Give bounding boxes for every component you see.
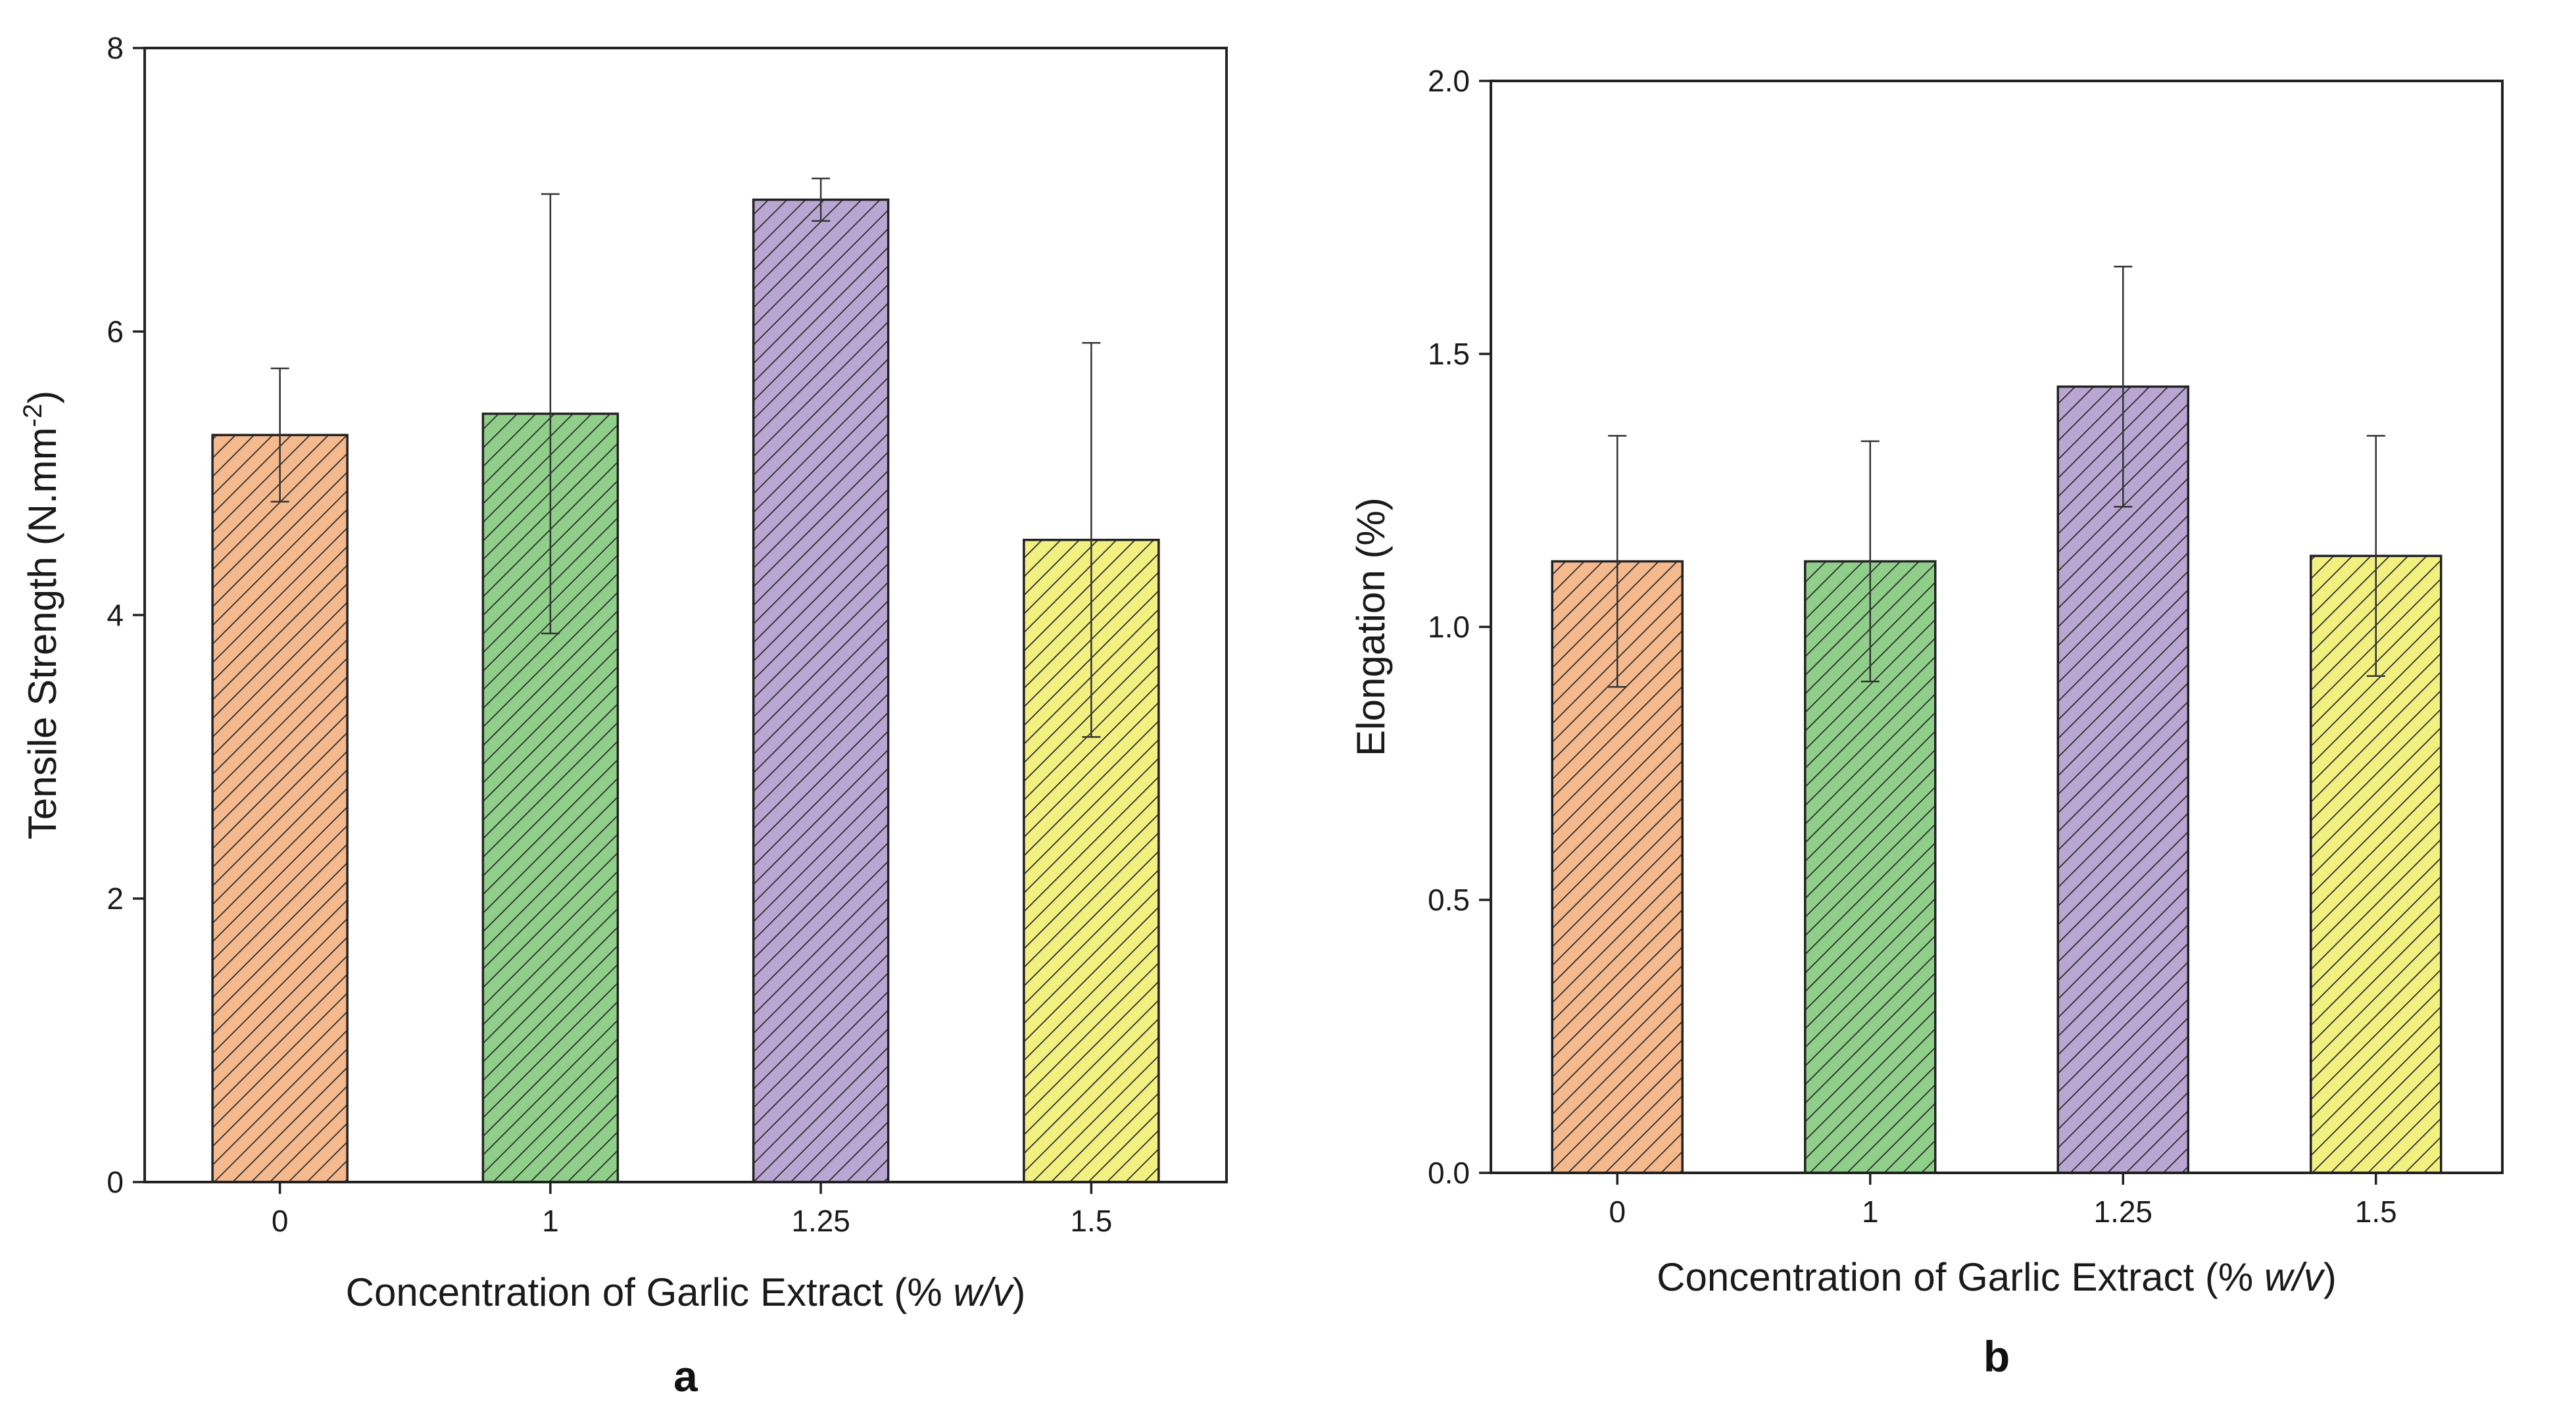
y-tick-label-a-0: 0 — [107, 1165, 124, 1199]
x-tick-label-a-2: 1.25 — [791, 1204, 850, 1238]
bars-a — [211, 198, 1160, 1183]
bar-hatch-a-2 — [753, 199, 888, 1183]
chart-panel-a: 0 2 4 6 8 0 1 1.25 1.5 Tensile Strength (N.mm-2… — [18, 31, 1228, 1400]
bars-b — [1551, 385, 2442, 1174]
y-ticks-b: 0.0 0.5 1.0 1.5 2.0 — [1428, 64, 1491, 1190]
y-tick-label-b-3: 1.5 — [1428, 337, 1470, 371]
x-tick-label-b-3: 1.5 — [2355, 1195, 2397, 1229]
y-tick-label-b-1: 0.5 — [1428, 883, 1470, 917]
y-tick-label-a-3: 6 — [107, 314, 124, 349]
x-tick-label-b-2: 1.25 — [2093, 1195, 2152, 1229]
y-tick-label-a-4: 8 — [107, 31, 124, 65]
y-tick-label-b-2: 1.0 — [1428, 610, 1470, 644]
y-tick-label-a-2: 4 — [107, 598, 124, 632]
y-tick-label-b-4: 2.0 — [1428, 64, 1470, 98]
x-tick-label-a-3: 1.5 — [1070, 1204, 1112, 1238]
chart-panel-b: 0.0 0.5 1.0 1.5 2.0 0 1 1.25 1.5 Elongation (%)… — [1349, 64, 2504, 1381]
x-tick-label-a-0: 0 — [272, 1204, 289, 1238]
errorbars-a — [270, 178, 1101, 738]
errorbars-b — [1608, 265, 2385, 688]
x-tick-label-a-1: 1 — [542, 1204, 559, 1238]
x-ticks-a: 0 1 1.25 1.5 — [272, 1182, 1112, 1238]
y-tick-label-a-1: 2 — [107, 881, 124, 916]
bar-hatch-b-2 — [2058, 386, 2189, 1173]
x-tick-label-b-0: 0 — [1609, 1195, 1626, 1229]
y-ticks-a: 0 2 4 6 8 — [107, 31, 145, 1199]
y-axis-title-a: Tensile Strength (N.mm-2) — [18, 391, 64, 839]
x-axis-title-b: Concentration of Garlic Extract (% w/v) — [1657, 1255, 2337, 1299]
panel-label-b: b — [1983, 1332, 2010, 1381]
x-ticks-b: 0 1 1.25 1.5 — [1609, 1173, 2397, 1229]
panel-label-a: a — [673, 1352, 698, 1400]
x-tick-label-b-1: 1 — [1862, 1195, 1879, 1229]
y-tick-label-b-0: 0.0 — [1428, 1156, 1470, 1190]
y-axis-title-b: Elongation (%) — [1349, 497, 1393, 756]
x-axis-title-a: Concentration of Garlic Extract (% w/v) — [346, 1270, 1026, 1314]
bar-hatch-a-0 — [212, 435, 348, 1183]
